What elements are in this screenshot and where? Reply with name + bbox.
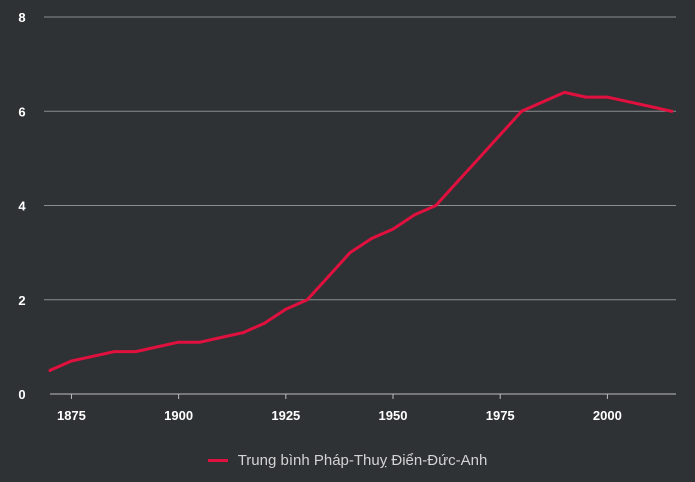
data-point — [134, 350, 138, 354]
x-tick-label: 1875 — [57, 408, 86, 423]
data-point — [284, 307, 288, 311]
y-tick-label: 0 — [18, 387, 25, 402]
legend-label: Trung bình Pháp-Thuỵ Điển-Đức-Anh — [237, 452, 488, 469]
x-tick-label: 1900 — [164, 408, 193, 423]
data-point — [91, 354, 95, 358]
data-point — [48, 368, 52, 372]
data-point — [627, 100, 631, 104]
data-point — [648, 105, 652, 109]
data-point — [541, 100, 545, 104]
data-point — [370, 236, 374, 240]
data-point — [455, 180, 459, 184]
data-point — [563, 90, 567, 94]
data-point — [434, 204, 438, 207]
data-point — [177, 340, 181, 344]
data-point — [348, 251, 352, 255]
grid-layer — [44, 16, 676, 301]
data-point — [262, 321, 266, 325]
y-tick-label: 4 — [18, 199, 26, 214]
x-tick-label: 1950 — [379, 408, 408, 423]
data-point — [498, 133, 502, 137]
data-point — [584, 95, 588, 99]
data-point — [670, 109, 674, 113]
data-point — [391, 227, 395, 231]
data-point — [520, 109, 524, 113]
y-tick-label: 8 — [18, 10, 25, 25]
data-point — [241, 331, 245, 335]
data-point — [155, 345, 159, 349]
y-tick-label: 6 — [18, 104, 25, 119]
series-layer — [48, 90, 674, 372]
legend-swatch — [207, 459, 228, 462]
x-tick-label: 1925 — [271, 408, 300, 423]
data-point — [327, 274, 331, 278]
data-point — [69, 359, 73, 363]
data-point — [198, 340, 202, 344]
axis-layer: 0 2 4 6 8 1875 1900 1925 1950 1975 2000 — [18, 10, 676, 423]
y-tick-label: 2 — [18, 293, 25, 308]
data-point — [112, 350, 116, 354]
data-point — [477, 156, 481, 160]
x-tick-label: 1975 — [486, 408, 515, 423]
data-point — [605, 95, 609, 99]
legend: Trung bình Pháp-Thuỵ Điển-Đức-Anh — [0, 452, 695, 469]
data-point — [220, 335, 224, 339]
data-point — [412, 213, 416, 217]
data-point — [305, 298, 309, 302]
series-line — [48, 90, 674, 372]
x-tick-label: 2000 — [593, 408, 622, 423]
